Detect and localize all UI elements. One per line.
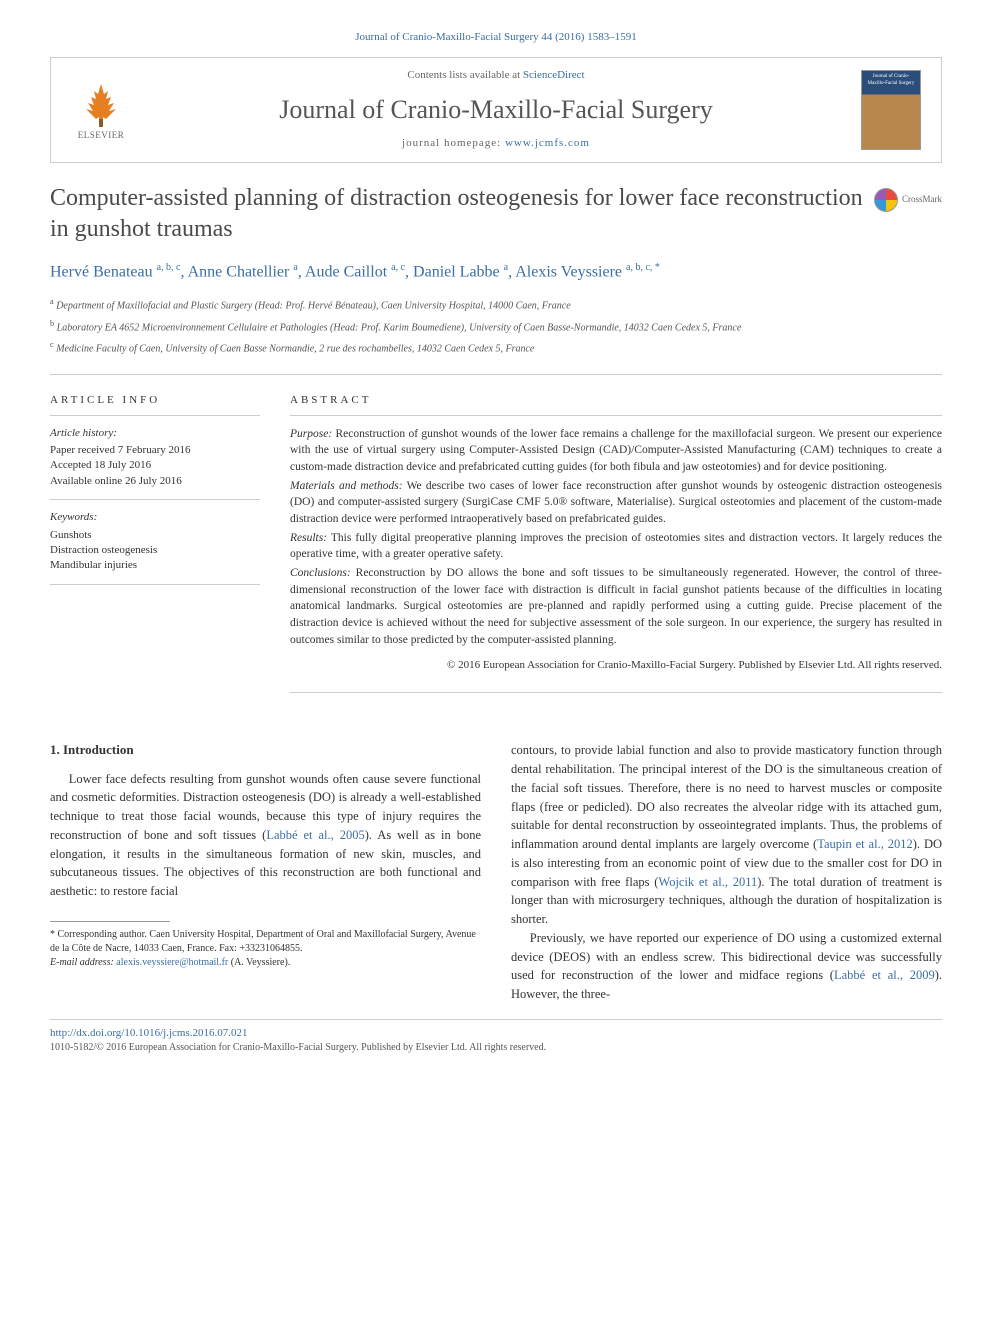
purpose-label: Purpose: bbox=[290, 428, 332, 440]
cover-title: Journal of Cranio-Maxillo-Facial Surgery bbox=[862, 71, 920, 89]
keywords-label: Keywords: bbox=[50, 510, 260, 525]
accepted-date: Accepted 18 July 2016 bbox=[50, 458, 260, 473]
sciencedirect-link[interactable]: ScienceDirect bbox=[523, 69, 585, 81]
article-info-heading: ARTICLE INFO bbox=[50, 393, 260, 415]
citation-link-taupin2012[interactable]: Taupin et al., 2012 bbox=[817, 837, 913, 851]
bottom-divider bbox=[50, 1019, 942, 1020]
section-number: 1. bbox=[50, 742, 60, 757]
elsevier-label: ELSEVIER bbox=[78, 129, 125, 142]
homepage-link[interactable]: www.jcmfs.com bbox=[505, 137, 590, 149]
methods-label: Materials and methods: bbox=[290, 480, 403, 492]
abstract-copyright: © 2016 European Association for Cranio-M… bbox=[290, 658, 942, 674]
affiliation-a: a Department of Maxillofacial and Plasti… bbox=[50, 296, 942, 313]
results-text: This fully digital preoperative planning… bbox=[290, 532, 942, 561]
bottom-copyright: 1010-5182/© 2016 European Association fo… bbox=[50, 1041, 942, 1055]
citation-link-wojcik2011[interactable]: Wojcik et al., 2011 bbox=[658, 875, 757, 889]
email-suffix: (A. Veyssiere). bbox=[228, 957, 290, 968]
body-column-left: 1. Introduction Lower face defects resul… bbox=[50, 741, 481, 1004]
journal-header: ELSEVIER Contents lists available at Sci… bbox=[50, 57, 942, 162]
intro-paragraph-2: Previously, we have reported our experie… bbox=[511, 929, 942, 1004]
contents-available: Contents lists available at ScienceDirec… bbox=[131, 68, 861, 83]
abstract-divider bbox=[290, 692, 942, 693]
citation-link-labbe2009[interactable]: Labbé et al., 2009 bbox=[834, 968, 935, 982]
affiliation-c: c Medicine Faculty of Caen, University o… bbox=[50, 339, 942, 356]
doi-link[interactable]: http://dx.doi.org/10.1016/j.jcms.2016.07… bbox=[50, 1026, 942, 1041]
online-date: Available online 26 July 2016 bbox=[50, 474, 260, 489]
header-center: Contents lists available at ScienceDirec… bbox=[131, 68, 861, 151]
conclusions-text: Reconstruction by DO allows the bone and… bbox=[290, 567, 942, 646]
affiliation-b: b Laboratory EA 4652 Microenvironnement … bbox=[50, 318, 942, 335]
body-columns: 1. Introduction Lower face defects resul… bbox=[50, 741, 942, 1004]
crossmark-label: CrossMark bbox=[902, 193, 942, 206]
conclusions-label: Conclusions: bbox=[290, 567, 351, 579]
footnote-divider bbox=[50, 921, 170, 922]
purpose-text: Reconstruction of gunshot wounds of the … bbox=[290, 428, 942, 473]
crossmark-icon bbox=[874, 188, 898, 212]
header-citation: Journal of Cranio-Maxillo-Facial Surgery… bbox=[50, 30, 942, 45]
email-link[interactable]: alexis.veyssiere@hotmail.fr bbox=[116, 957, 228, 968]
article-title: Computer-assisted planning of distractio… bbox=[50, 183, 942, 245]
journal-homepage: journal homepage: www.jcmfs.com bbox=[131, 136, 861, 151]
info-abstract-row: ARTICLE INFO Article history: Paper rece… bbox=[50, 393, 942, 711]
article-info-column: ARTICLE INFO Article history: Paper rece… bbox=[50, 393, 260, 711]
elsevier-tree-icon bbox=[76, 79, 126, 129]
citation-link-labbe2005[interactable]: Labbé et al., 2005 bbox=[266, 828, 364, 842]
article-history-block: Article history: Paper received 7 Februa… bbox=[50, 426, 260, 501]
journal-name: Journal of Cranio-Maxillo-Facial Surgery bbox=[131, 92, 861, 128]
corresponding-author-footnote: * Corresponding author. Caen University … bbox=[50, 928, 481, 956]
crossmark-badge[interactable]: CrossMark bbox=[874, 188, 942, 212]
email-label: E-mail address: bbox=[50, 957, 114, 968]
intro-paragraph-1: Lower face defects resulting from gunsho… bbox=[50, 770, 481, 901]
section-title: Introduction bbox=[63, 742, 134, 757]
intro-paragraph-1-cont: contours, to provide labial function and… bbox=[511, 741, 942, 929]
divider bbox=[50, 374, 942, 375]
authors-list: Hervé Benateau a, b, c, Anne Chatellier … bbox=[50, 260, 942, 284]
abstract-heading: ABSTRACT bbox=[290, 393, 942, 415]
results-label: Results: bbox=[290, 532, 327, 544]
abstract-text: Purpose: Reconstruction of gunshot wound… bbox=[290, 426, 942, 675]
section-heading: 1. Introduction bbox=[50, 741, 481, 759]
history-label: Article history: bbox=[50, 426, 260, 441]
received-date: Paper received 7 February 2016 bbox=[50, 443, 260, 458]
abstract-column: ABSTRACT Purpose: Reconstruction of guns… bbox=[290, 393, 942, 711]
contents-prefix: Contents lists available at bbox=[407, 69, 522, 81]
keyword-1: Gunshots bbox=[50, 528, 260, 543]
keyword-2: Distraction osteogenesis bbox=[50, 543, 260, 558]
homepage-prefix: journal homepage: bbox=[402, 137, 505, 149]
keyword-3: Mandibular injuries bbox=[50, 558, 260, 573]
body-column-right: contours, to provide labial function and… bbox=[511, 741, 942, 1004]
email-footnote: E-mail address: alexis.veyssiere@hotmail… bbox=[50, 956, 481, 970]
journal-cover-thumbnail: Journal of Cranio-Maxillo-Facial Surgery bbox=[861, 70, 921, 150]
keywords-block: Keywords: Gunshots Distraction osteogene… bbox=[50, 510, 260, 585]
elsevier-logo: ELSEVIER bbox=[71, 75, 131, 145]
